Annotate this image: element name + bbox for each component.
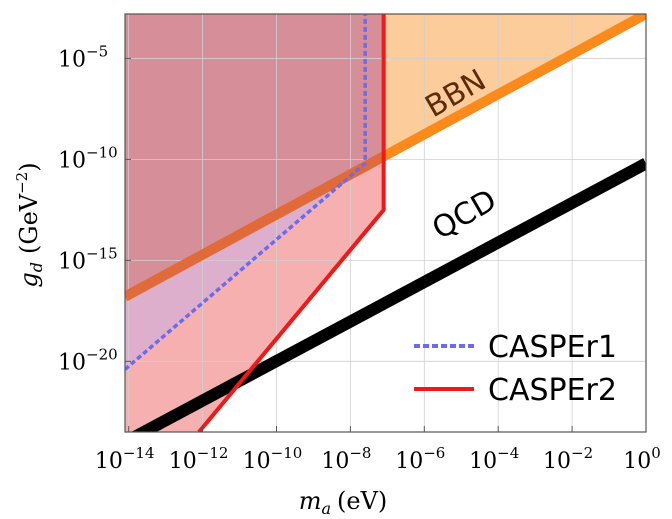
x-tick-label: 10−4 (469, 444, 519, 474)
legend-label-casper2: CASPEr2 (488, 373, 617, 408)
legend: CASPEr1 CASPEr2 (414, 330, 617, 408)
x-tick-label: 10−2 (543, 444, 593, 474)
x-tick-label: 10−14 (95, 444, 155, 474)
x-tick-label: 10−10 (243, 444, 303, 474)
x-tick-label: 10−8 (321, 444, 371, 474)
bbn-casper-overlap-region (125, 14, 384, 297)
x-axis-title: ma (eV) (299, 487, 388, 518)
qcd-line (131, 158, 646, 432)
qcd-label: QCD (427, 183, 503, 247)
plot-frame (124, 13, 647, 433)
y-tick-label: 10−10 (58, 143, 118, 173)
legend-label-casper1: CASPEr1 (488, 330, 617, 365)
x-tick-label: 10−6 (395, 444, 445, 474)
y-tick-label: 10−5 (58, 42, 108, 72)
casper1-line (125, 14, 367, 371)
casper2-line (197, 14, 386, 432)
x-tick-label: 10−12 (169, 444, 229, 474)
y-tick-label: 10−15 (58, 244, 118, 274)
bbn-line-overlap (125, 151, 387, 302)
x-tick-label: 100 (623, 444, 661, 474)
y-axis-title: gd(GeV−2) (13, 162, 46, 287)
y-tick-label: 10−20 (58, 345, 118, 375)
